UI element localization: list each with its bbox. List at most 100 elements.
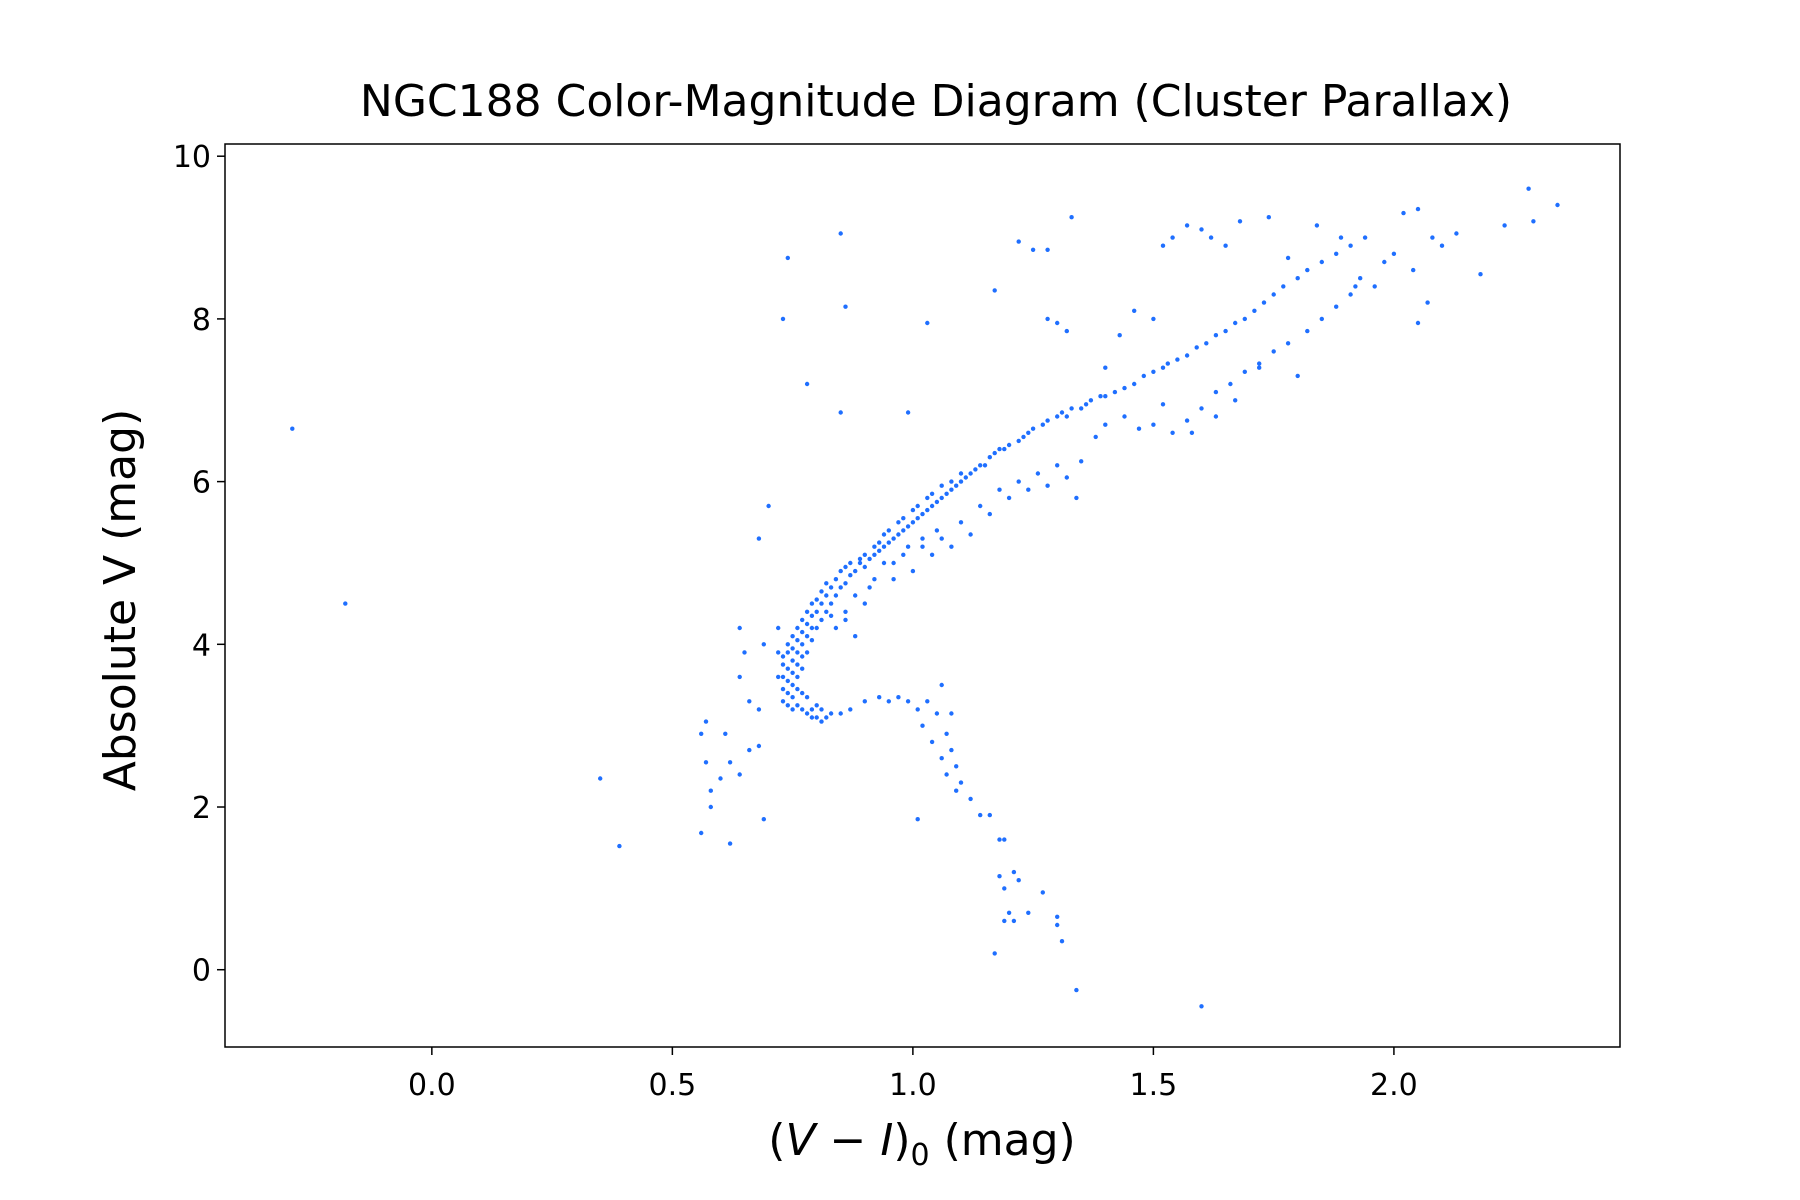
data-point (1002, 446, 1007, 452)
y-tick-label: 0 (192, 954, 211, 989)
data-point (925, 495, 930, 501)
data-point (1526, 186, 1531, 191)
data-point (1059, 410, 1065, 415)
data-point (910, 520, 916, 525)
data-point (1223, 243, 1228, 248)
data-point (1170, 430, 1175, 435)
data-point (1233, 320, 1238, 326)
data-point (1319, 259, 1325, 265)
data-point (809, 638, 815, 643)
data-point (1064, 414, 1070, 419)
data-point (1362, 235, 1368, 240)
data-point (1016, 878, 1021, 883)
data-point (881, 532, 887, 537)
data-point (795, 674, 800, 680)
data-point (809, 625, 815, 631)
data-point (1285, 341, 1291, 346)
data-point (843, 617, 848, 623)
x-axis-ticks: 0.0 0.5 1.0 1.5 2.0 (408, 1047, 1418, 1103)
data-point (1160, 243, 1166, 248)
data-point (944, 731, 949, 736)
data-point (1069, 215, 1074, 220)
data-point (954, 764, 959, 769)
data-point (780, 674, 786, 680)
data-point (790, 682, 795, 688)
data-point (838, 711, 843, 716)
data-point (1189, 430, 1195, 435)
plot-frame (224, 143, 1621, 1048)
data-point (1391, 251, 1397, 256)
data-point (1030, 247, 1036, 252)
data-point (920, 723, 925, 728)
data-point (978, 463, 983, 468)
data-points (290, 186, 1560, 1009)
data-point (1103, 422, 1108, 427)
data-point (987, 812, 992, 818)
data-point (780, 699, 786, 704)
data-point (828, 601, 834, 606)
data-point (920, 536, 925, 541)
data-point (804, 650, 810, 655)
data-point (824, 715, 829, 720)
data-point (1257, 365, 1262, 370)
data-point (944, 772, 949, 777)
data-point (800, 629, 805, 635)
y-tick-label: 8 (192, 303, 211, 338)
data-point (804, 711, 810, 716)
data-point (1358, 276, 1363, 281)
data-point (891, 577, 896, 582)
data-point (790, 646, 795, 651)
data-point (886, 528, 891, 533)
data-point (925, 507, 930, 513)
data-point (843, 609, 848, 614)
data-point (824, 593, 829, 598)
data-point (1213, 333, 1219, 338)
data-point (939, 495, 944, 501)
data-point (776, 625, 781, 631)
data-point (1184, 353, 1190, 358)
data-point (925, 320, 930, 326)
data-point (1055, 914, 1060, 919)
data-point (814, 597, 819, 602)
data-point (838, 231, 843, 236)
data-point (1334, 304, 1339, 309)
data-point (343, 601, 348, 606)
data-point (891, 536, 896, 541)
data-point (1151, 316, 1156, 322)
data-point (843, 581, 848, 586)
data-point (1199, 1004, 1204, 1009)
data-point (1175, 357, 1180, 362)
data-point (809, 613, 815, 618)
data-point (819, 719, 824, 724)
data-point (800, 690, 805, 696)
data-point (848, 573, 853, 578)
data-point (877, 548, 882, 553)
data-point (877, 540, 882, 545)
data-point (1348, 243, 1353, 248)
data-point (958, 520, 964, 525)
data-point (617, 843, 622, 849)
data-point (1064, 328, 1070, 334)
data-point (1314, 223, 1320, 228)
data-point (780, 316, 786, 322)
data-point (809, 715, 815, 720)
data-point (978, 812, 983, 818)
data-point (958, 780, 964, 785)
data-point (1074, 987, 1079, 993)
data-point (1353, 284, 1358, 289)
data-point (290, 426, 295, 431)
data-point (1064, 475, 1070, 480)
data-point (1555, 202, 1560, 208)
data-point (1184, 223, 1190, 228)
data-point (939, 483, 944, 488)
data-point (756, 707, 762, 712)
data-point (1170, 235, 1175, 240)
data-point (1478, 272, 1483, 277)
data-point (1002, 886, 1007, 891)
data-point (1035, 471, 1041, 476)
data-point (867, 585, 872, 590)
data-point (804, 695, 810, 700)
data-point (795, 625, 800, 631)
y-tick-label: 4 (192, 628, 211, 663)
